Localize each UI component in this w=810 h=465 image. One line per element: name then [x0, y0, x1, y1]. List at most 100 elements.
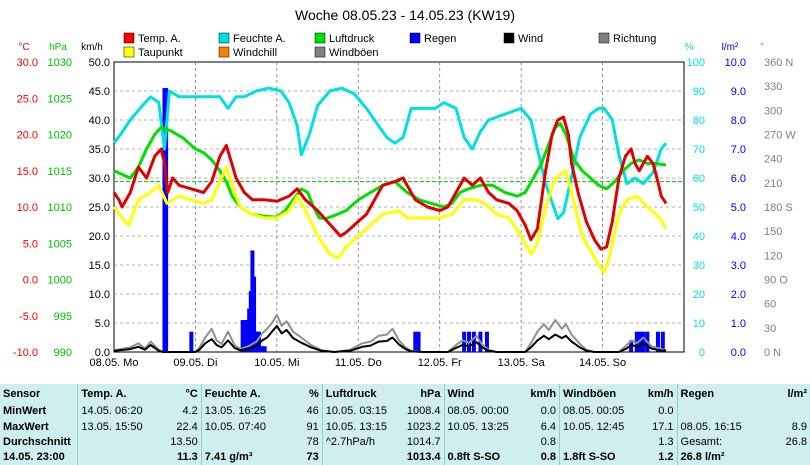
- table-cell: 78: [306, 435, 319, 448]
- table-cell: 10.05. 13:25: [443, 419, 520, 435]
- chart-title: Woche 08.05.23 - 14.05.23 (KW19): [295, 7, 515, 23]
- tick-label-rain: 0.0: [731, 347, 746, 359]
- tick-label-pressure: 1005: [48, 238, 72, 250]
- row-label: 14.05. 23:00: [3, 450, 65, 463]
- x-tick-label: 13.05. Sa: [498, 357, 546, 369]
- table-cell: 10.05. 07:40: [200, 419, 289, 435]
- header-cell: hPa: [420, 387, 441, 400]
- tick-label-temp: 0.0: [23, 275, 38, 287]
- table-cell: 73: [306, 450, 319, 463]
- legend-swatch: [218, 32, 230, 44]
- tick-label-rain: 5.0: [731, 202, 746, 214]
- table-cell: 1014.7: [406, 435, 441, 448]
- tick-label-humidity: 20: [693, 289, 705, 301]
- tick-label-temp: -10.0: [13, 347, 38, 359]
- rain-bar: [416, 331, 421, 352]
- tick-label-wind: 25.0: [89, 202, 110, 214]
- legend-label: Temp. A.: [138, 33, 181, 45]
- tick-label-pressure: 1010: [48, 202, 72, 214]
- header-cell: Feuchte A.: [200, 384, 289, 405]
- table-cell: 10.05. 13:15: [321, 419, 404, 435]
- table-cell: 91: [306, 420, 319, 433]
- header-cell: Luftdruck: [321, 384, 404, 405]
- table-cell: 8.9: [791, 420, 807, 433]
- tick-label-temp: 20.0: [17, 130, 38, 142]
- rain-bar: [484, 331, 489, 352]
- table-cell: 08.05. 00:05: [559, 404, 638, 420]
- table-cell: 1.8ft S-SO: [559, 449, 638, 465]
- tick-label-wind: 15.0: [89, 260, 110, 272]
- table-row: Durchschnitt 13.50 78 ^2.7hPa/h 1014.7 0…: [0, 434, 810, 450]
- table-cell: 7.41 g/m³: [200, 449, 289, 465]
- table-cell: 11.3: [176, 450, 198, 463]
- tick-label-temp: 5.0: [23, 238, 38, 250]
- table-cell: 46: [306, 405, 319, 418]
- tick-label-humidity: 80: [693, 115, 705, 127]
- table-cell: 10.05. 12:45: [559, 419, 638, 435]
- table-cell: 1008.4: [406, 405, 441, 418]
- table-cell: [763, 404, 810, 419]
- legend-swatch: [503, 32, 515, 44]
- table-cell: 1.2: [658, 450, 674, 463]
- table-cell: 0.8ft S-SO: [443, 449, 520, 465]
- table-cell: [559, 434, 638, 450]
- legend-label: Richtung: [613, 33, 656, 45]
- row-label: MinWert: [3, 405, 47, 418]
- rain-bar: [655, 331, 660, 352]
- x-tick-label: 14.05. So: [579, 357, 626, 369]
- legend-label: Regen: [424, 33, 456, 45]
- tick-label-rain: 3.0: [731, 260, 746, 272]
- weather-chart: Woche 08.05.23 - 14.05.23 (KW19) Temp. A…: [12, 7, 797, 369]
- row-label: Durchschnitt: [3, 435, 71, 448]
- table-cell: 13.05. 16:25: [200, 404, 289, 420]
- table-cell: 14.05. 06:20: [77, 404, 168, 420]
- tick-label-pressure: 1030: [48, 57, 72, 69]
- rain-bar: [638, 331, 643, 352]
- x-tick-label: 11.05. Do: [335, 357, 382, 369]
- legend-label: Luftdruck: [329, 33, 375, 45]
- table-cell: 08.05. 00:00: [443, 404, 520, 420]
- tick-label-direction: 360 N: [764, 57, 793, 69]
- table-row: MaxWert 13.05. 15:50 22.4 10.05. 07:40 9…: [0, 419, 810, 435]
- axis-unit-humidity: %: [685, 42, 694, 53]
- legend-swatch: [409, 32, 421, 44]
- rain-bar: [641, 331, 646, 352]
- tick-label-pressure: 1000: [48, 275, 72, 287]
- axis-unit-direction: °: [760, 42, 764, 53]
- tick-label-direction: 330: [764, 81, 782, 93]
- axis-unit-pressure: hPa: [49, 42, 67, 53]
- tick-label-direction: 30: [764, 323, 776, 335]
- series-wind: [113, 324, 667, 353]
- data-series: [112, 86, 668, 353]
- tick-label-wind: 0.0: [95, 347, 110, 359]
- table-cell: 17.1: [652, 420, 674, 433]
- legend-label: Taupunkt: [138, 47, 183, 59]
- legend-swatch: [598, 32, 610, 44]
- tick-label-direction: 240: [764, 154, 782, 166]
- tick-label-direction: 210: [764, 178, 782, 190]
- legend-label: Windchill: [233, 47, 277, 59]
- tick-label-wind: 45.0: [89, 86, 110, 98]
- x-axis-labels: 08.05. Mo 09.05. Di 10.05. Mi 11.05. Do 12.0…: [90, 357, 627, 369]
- header-cell: km/h: [647, 387, 674, 400]
- tick-label-temp: 10.0: [17, 202, 38, 214]
- tick-label-direction: 60: [764, 299, 776, 311]
- header-cell: Sensor: [3, 387, 41, 400]
- axis-unit-temp: °C: [18, 42, 29, 53]
- legend-swatch: [218, 46, 230, 58]
- rain-bar: [259, 346, 264, 352]
- table-cell: 0.0: [540, 405, 557, 418]
- table-cell: 13.50: [170, 435, 198, 448]
- chart-legend: Temp. A. Feuchte A. Luftdruck Regen Wind Rich…: [123, 32, 656, 59]
- table-row-current: 14.05. 23:00 11.3 7.41 g/m³ 73 1013.4 0.…: [0, 449, 810, 465]
- rain-bar: [471, 331, 476, 352]
- tick-label-pressure: 1020: [48, 130, 72, 142]
- table-cell: 6.4: [540, 420, 557, 433]
- table-cell: 13.05. 15:50: [77, 419, 168, 435]
- tick-label-direction: 150: [764, 226, 782, 238]
- table-cell: 26.8: [785, 435, 807, 448]
- tick-label-rain: 9.0: [731, 86, 746, 98]
- tick-label-wind: 30.0: [89, 173, 110, 185]
- legend-label: Windböen: [329, 47, 379, 59]
- header-cell: Temp. A.: [77, 384, 168, 405]
